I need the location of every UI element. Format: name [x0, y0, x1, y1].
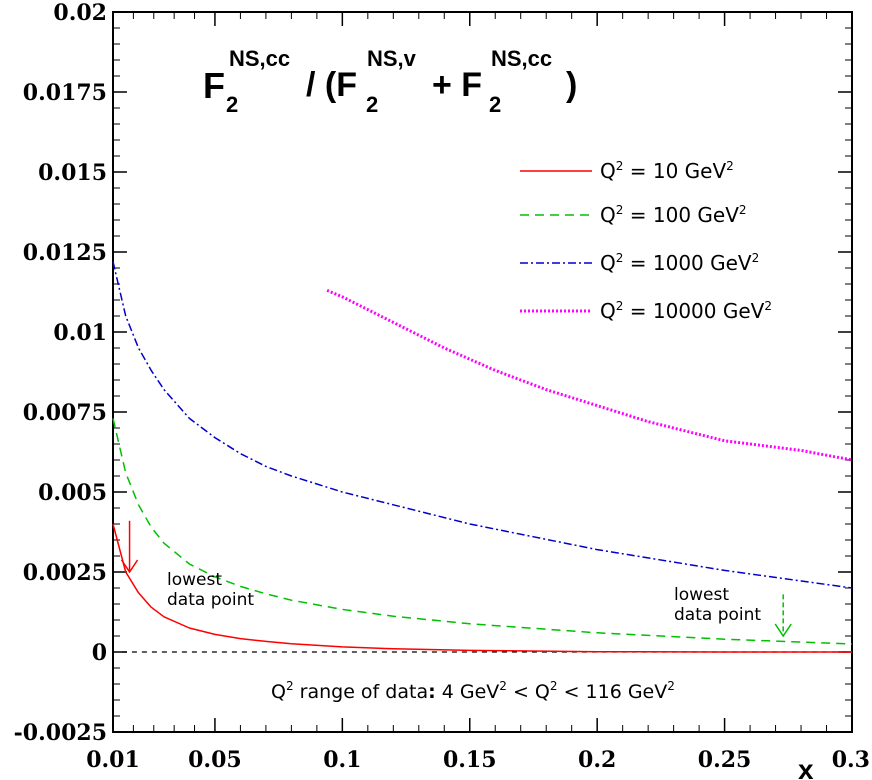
- series-line-0: [112, 523, 852, 653]
- y-tick-label: 0.015: [38, 160, 107, 186]
- arrow-right-head: [774, 623, 792, 638]
- title-close: ): [566, 66, 577, 104]
- q2-range-note: Q2 range of data: 4 GeV2 < Q2 < 116 GeV2: [271, 679, 675, 703]
- title-sub2: 2: [366, 92, 378, 117]
- series-line-2: [112, 261, 853, 589]
- lowest-left-line1: lowest: [167, 570, 222, 590]
- plot-frame: [112, 11, 853, 733]
- annotations: lowest data point lowest data point Q2 r…: [120, 520, 792, 703]
- y-tick-label: 0.0175: [23, 80, 107, 106]
- x-tick-label: 0.1: [323, 747, 361, 773]
- legend-label-q100: Q2 = 100 GeV2: [600, 203, 747, 227]
- x-axis-label: x: [798, 754, 814, 780]
- title-sup2: NS,v: [367, 46, 417, 71]
- y-tick-label: 0.005: [38, 480, 107, 506]
- x-tick-label: 0.3: [832, 747, 870, 773]
- y-tick-label: -0.0025: [14, 720, 107, 746]
- y-tick-label: 0.02: [53, 0, 107, 26]
- series-line-3: [326, 289, 853, 462]
- x-tick-labels: 0.01 0.05 0.1 0.15 0.2 0.25 0.3: [86, 747, 870, 773]
- legend-label-q10: Q2 = 10 GeV2: [600, 159, 734, 183]
- y-tick-labels: -0.0025 0 0.0025 0.005 0.0075 0.01 0.0125 0.015…: [14, 0, 107, 746]
- legend: Q2 = 10 GeV2 Q2 = 100 GeV2 Q2 = 1000 GeV…: [520, 159, 772, 323]
- x-tick-label: 0.15: [443, 747, 497, 773]
- legend-label-q10000: Q2 = 10000 GeV2: [600, 299, 772, 323]
- lowest-left-line2: data point: [167, 590, 254, 610]
- title-f1: F: [203, 65, 225, 106]
- title-sub1: 2: [226, 92, 238, 117]
- x-tick-label: 0.25: [698, 747, 752, 773]
- chart-title: F 2 NS,cc / (F 2 NS,v + F 2 NS,cc ): [203, 46, 577, 117]
- x-tick-label: 0.05: [188, 747, 242, 773]
- x-tick-label: 0.2: [578, 747, 616, 773]
- y-tick-label: 0: [92, 640, 107, 666]
- x-tick-label: 0.01: [86, 747, 140, 773]
- title-plus: + F: [432, 66, 482, 104]
- y-tick-label: 0.0075: [23, 400, 107, 426]
- title-sup1: NS,cc: [229, 46, 290, 71]
- title-slash: / (F: [306, 66, 357, 104]
- lowest-right-line1: lowest: [674, 585, 729, 605]
- series-lines: [112, 261, 853, 653]
- y-tick-label: 0.0125: [23, 240, 107, 266]
- arrow-left-head: [120, 559, 139, 574]
- y-tick-label: 0.01: [53, 320, 107, 346]
- lowest-right-line2: data point: [674, 605, 761, 625]
- title-sub3: 2: [489, 92, 501, 117]
- y-tick-label: 0.0025: [23, 560, 107, 586]
- legend-label-q1000: Q2 = 1000 GeV2: [600, 251, 759, 275]
- title-sup3: NS,cc: [491, 46, 552, 71]
